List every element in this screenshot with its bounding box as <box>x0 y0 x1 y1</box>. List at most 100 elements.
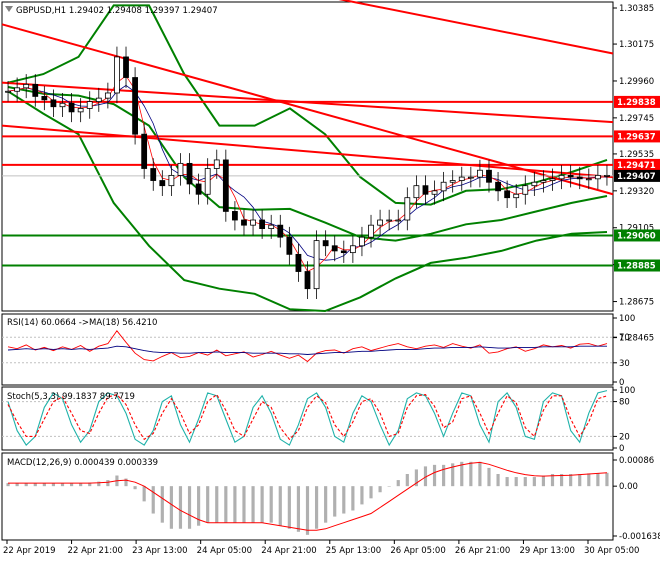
macd-histogram-bar <box>178 486 183 529</box>
macd-histogram-bar <box>24 483 28 487</box>
macd-histogram-bar <box>469 461 473 487</box>
candle-body <box>495 181 501 192</box>
macd-histogram-bar <box>423 466 428 487</box>
price-y-tick-label: 1.29745 <box>619 114 654 124</box>
candle-body <box>241 219 247 226</box>
macd-histogram-bar <box>97 481 101 487</box>
macd-histogram-bar <box>487 467 491 487</box>
rsi-y-tick-label: 100 <box>619 314 635 324</box>
macd-histogram-bar <box>314 486 319 529</box>
macd-histogram-bar <box>523 477 527 487</box>
candle-body <box>585 178 592 181</box>
candle-body <box>331 245 338 252</box>
price-level-tag-label: 1.29060 <box>617 231 656 241</box>
macd-histogram-bar <box>79 483 83 487</box>
candle-body <box>141 133 148 169</box>
candle-body <box>132 77 138 135</box>
macd-histogram-bar <box>396 480 400 487</box>
x-tick-label: 22 Apr 21:00 <box>68 546 123 556</box>
candle-body <box>395 219 402 222</box>
stoch-y-tick-label: 100 <box>619 386 635 396</box>
candle-body <box>177 162 184 176</box>
macd-histogram-bar <box>369 486 373 499</box>
macd-histogram-bar <box>360 486 364 505</box>
price-level-tag-label: 1.28885 <box>617 262 656 272</box>
candle-body <box>549 178 556 181</box>
rsi-y-tick-label: 70 <box>619 333 630 343</box>
macd-histogram-bar <box>550 473 555 487</box>
macd-histogram-bar <box>233 486 237 523</box>
candle-body <box>504 190 511 199</box>
candle-body <box>277 224 284 238</box>
macd-histogram-bar <box>169 486 173 529</box>
macd-panel-frame <box>1 452 614 541</box>
price-level-tag-label: 1.29407 <box>617 172 656 182</box>
candle-body <box>594 174 601 180</box>
candle-body <box>558 174 565 180</box>
macd-histogram-bar <box>514 477 518 487</box>
candle-body <box>304 271 311 290</box>
x-tick-label: 24 Apr 05:00 <box>197 546 252 556</box>
macd-y-tick-label: 0.00086 <box>619 456 654 466</box>
candle-body <box>486 169 492 183</box>
price-level-tag <box>614 158 660 171</box>
price-level-tag <box>614 169 660 182</box>
candle-body <box>123 56 129 78</box>
macd-histogram-bar <box>60 483 65 487</box>
candle-body <box>576 176 583 180</box>
trend-line <box>1 124 614 179</box>
rsi-panel-frame <box>1 313 614 386</box>
candle-body <box>232 211 238 221</box>
macd-histogram-bar <box>215 486 219 523</box>
candle-body <box>513 193 520 199</box>
macd-signal-line <box>8 461 608 531</box>
trend-line <box>338 0 614 55</box>
candle-body <box>349 245 356 254</box>
candle-body <box>213 159 220 169</box>
price-level-tag-label: 1.29637 <box>617 132 656 142</box>
stoch-y-tick-label: 20 <box>619 432 630 442</box>
candle-body <box>413 185 420 199</box>
candle-body <box>95 97 102 102</box>
candle-body <box>250 219 256 226</box>
macd-histogram-bar <box>442 464 446 487</box>
price-layer <box>1 0 614 313</box>
candle-body <box>14 87 21 92</box>
candle-body <box>522 185 529 195</box>
price-y-tick-label: 1.29960 <box>619 77 654 87</box>
macd-histogram-bar <box>324 486 328 523</box>
macd-histogram-bar <box>260 486 264 523</box>
candle-body <box>5 90 11 93</box>
x-tick-label: 22 Apr 2019 <box>3 546 56 556</box>
x-tick-label: 26 Apr 05:00 <box>390 546 445 556</box>
macd-title: MACD(12,26,9) 0.000439 0.000339 <box>7 458 158 468</box>
candle-body <box>23 84 30 89</box>
x-tick-label: 26 Apr 21:00 <box>455 546 510 556</box>
x-tick-label: 23 Apr 13:00 <box>132 546 187 556</box>
x-tick-label: 29 Apr 13:00 <box>519 546 574 556</box>
macd-histogram-bar <box>251 486 255 523</box>
price-y-tick-label: 1.29320 <box>619 187 654 197</box>
candle-body <box>168 174 175 187</box>
price-y-tick-label: 1.30175 <box>619 40 654 50</box>
rsi-ma-line <box>7 345 607 355</box>
candle-body <box>50 99 57 108</box>
price-level-tag-label: 1.29471 <box>617 161 656 171</box>
dropdown-arrow-icon[interactable] <box>5 6 13 12</box>
stoch-y-tick-label: 80 <box>619 398 630 408</box>
macd-y-tick-label: 0.00 <box>619 482 638 492</box>
candle-body <box>477 169 483 178</box>
macd-histogram-bar <box>51 483 56 487</box>
macd-histogram-bar <box>333 486 337 517</box>
macd-histogram-bar <box>269 486 273 523</box>
stoch-panel-frame <box>1 386 614 451</box>
macd-histogram-bar <box>296 486 301 532</box>
macd-histogram-bar <box>451 463 455 487</box>
price-level-tag-label: 1.29838 <box>617 98 656 108</box>
bollinger-lower-band <box>7 90 608 313</box>
candle-body <box>259 219 266 229</box>
candle-body <box>286 236 293 255</box>
candle-body <box>150 168 157 181</box>
